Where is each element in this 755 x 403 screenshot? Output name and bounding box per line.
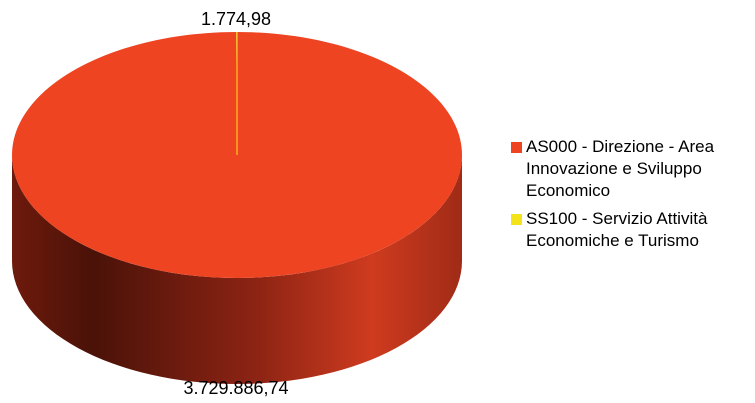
pie-side-wall xyxy=(12,155,462,384)
legend-swatch-ss100 xyxy=(511,214,522,225)
data-label-as000: 3.729.886,74 xyxy=(183,378,288,398)
legend: AS000 - Direzione - Area Innovazione e S… xyxy=(511,136,751,258)
legend-label-ss100: SS100 - Servizio Attività Economiche e T… xyxy=(526,209,708,250)
legend-item-as000: AS000 - Direzione - Area Innovazione e S… xyxy=(511,136,751,202)
legend-label-as000: AS000 - Direzione - Area Innovazione e S… xyxy=(526,137,715,200)
data-label-ss100: 1.774,98 xyxy=(201,9,271,29)
legend-swatch-as000 xyxy=(511,142,522,153)
legend-item-ss100: SS100 - Servizio Attività Economiche e T… xyxy=(511,208,751,252)
